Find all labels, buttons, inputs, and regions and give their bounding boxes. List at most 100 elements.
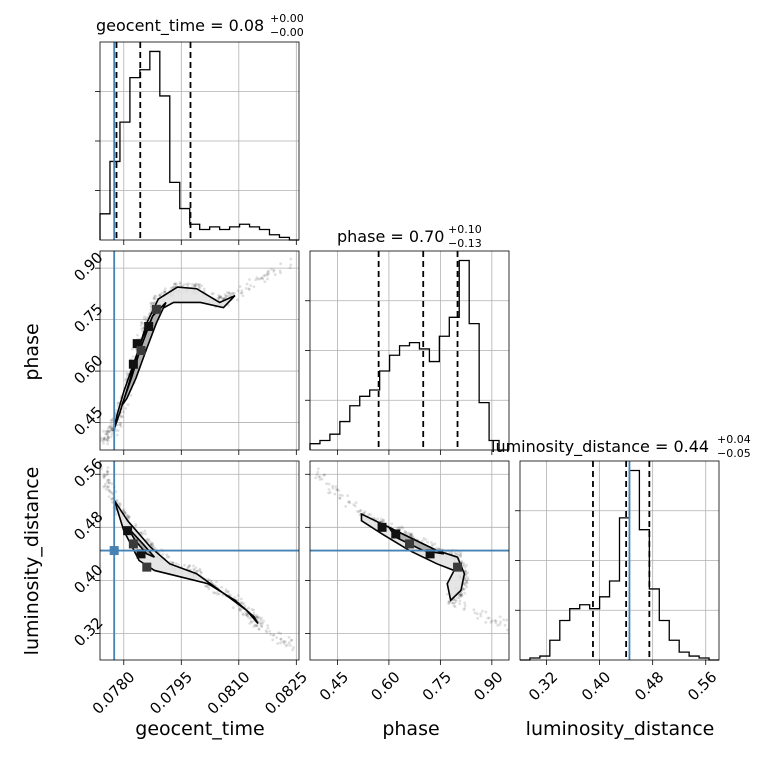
scatter-point: [265, 272, 269, 276]
scatter-point: [487, 616, 491, 620]
scatter-point: [207, 578, 211, 582]
scatter-point: [253, 623, 257, 627]
scatter-point: [194, 285, 198, 288]
scatter-point: [125, 371, 129, 375]
scatter-point: [182, 283, 186, 287]
scatter-point: [114, 429, 118, 432]
scatter-point: [317, 475, 321, 479]
scatter-point: [198, 286, 202, 290]
title-phase-main: phase = 0.70: [337, 227, 444, 246]
xlabel-phase: phase: [382, 718, 439, 740]
scatter-point: [261, 277, 265, 281]
scatter-point: [233, 596, 237, 599]
title-phase-plus: +0.10: [448, 223, 482, 236]
scatter-point: [100, 467, 103, 471]
scatter-point: [100, 439, 103, 442]
scatter-point: [187, 282, 191, 286]
scatter-point: [463, 569, 467, 573]
hist-phase-frame: [309, 250, 510, 451]
scatter-point: [288, 266, 292, 270]
scatter-point: [459, 594, 463, 598]
scatter-point: [229, 292, 233, 296]
scatter-point: [125, 374, 129, 378]
scatter-point: [272, 270, 276, 273]
scatter-point: [139, 531, 142, 535]
scatter-point: [353, 504, 357, 508]
scatter-point: [460, 593, 464, 597]
scatter-point: [171, 285, 175, 289]
scatter-point: [244, 610, 247, 614]
scatter-point: [502, 618, 506, 622]
scatter-point: [225, 294, 229, 298]
scatter-point: [188, 564, 192, 567]
scatter-point: [215, 580, 218, 584]
scatter-point: [134, 523, 138, 526]
scatter-point: [279, 271, 282, 275]
title-geocent-time-main: geocent_time = 0.08: [96, 16, 264, 36]
scatter-point: [460, 559, 464, 563]
scatter-point: [354, 501, 358, 505]
scatter-point: [344, 505, 348, 508]
scatter-point: [261, 622, 265, 625]
scatter-point: [151, 541, 154, 545]
pair-panel-geocent_time-phase: 0.45 0.60 0.75 0.90: [70, 248, 300, 455]
scatter-point: [447, 599, 451, 603]
scatter-point: [127, 515, 131, 519]
scatter-point: [183, 563, 186, 567]
scatter-point: [115, 499, 119, 502]
density-cell-geocent_time__phase: [132, 339, 142, 349]
pair-geocent_time__luminosity_distance-xgrid: [123, 461, 297, 660]
scatter-point: [463, 565, 467, 569]
scatter-point: [240, 291, 244, 295]
scatter-point: [266, 277, 269, 281]
density-cell-phase__luminosity_distance: [405, 539, 414, 549]
scatter-point: [331, 486, 335, 490]
scatter-point: [203, 584, 207, 588]
scatter-point: [191, 282, 194, 286]
hist-phase-xgrid: [337, 251, 493, 450]
scatter-point: [110, 432, 114, 436]
pair-geocent_time__phase-content: [100, 251, 299, 450]
scatter-point: [148, 540, 152, 544]
scatter-point: [338, 496, 342, 500]
scatter-point: [281, 640, 285, 644]
scatter-point: [410, 532, 414, 536]
scatter-point: [105, 473, 108, 477]
scatter-point: [170, 561, 174, 565]
scatter-point: [292, 646, 295, 649]
scatter-point: [464, 570, 468, 574]
scatter-point: [187, 565, 190, 569]
scatter-point: [258, 622, 262, 626]
xticklabel-luminosity_distance: 0.56: [684, 668, 720, 704]
scatter-point: [186, 566, 189, 570]
scatter-point: [151, 544, 154, 548]
scatter-point: [104, 482, 107, 486]
scatter-point: [106, 439, 110, 443]
scatter-point: [462, 587, 466, 591]
scatter-point: [420, 539, 424, 543]
scatter-point: [247, 288, 251, 291]
scatter-point: [458, 599, 462, 603]
scatter-point: [263, 280, 267, 284]
pair-geocent_time__luminosity_distance-content: [100, 461, 299, 660]
scatter-point: [139, 324, 143, 327]
scatter-point: [136, 333, 139, 337]
scatter-point: [224, 590, 228, 594]
scatter-point: [340, 494, 344, 497]
scatter-point: [286, 643, 289, 647]
scatter-point: [162, 290, 166, 294]
density-cell-geocent_time__phase: [136, 346, 146, 355]
scatter-point: [102, 437, 106, 441]
scatter-point: [462, 583, 466, 586]
scatter-point: [403, 529, 407, 533]
scatter-point: [250, 608, 254, 611]
scatter-point: [498, 615, 502, 619]
scatter-point: [126, 403, 130, 407]
scatter-point: [489, 620, 493, 624]
scatter-point: [105, 438, 109, 442]
scatter-point: [463, 606, 467, 610]
scatter-point: [461, 587, 465, 591]
scatter-point: [249, 284, 252, 287]
scatter-point: [475, 612, 479, 616]
